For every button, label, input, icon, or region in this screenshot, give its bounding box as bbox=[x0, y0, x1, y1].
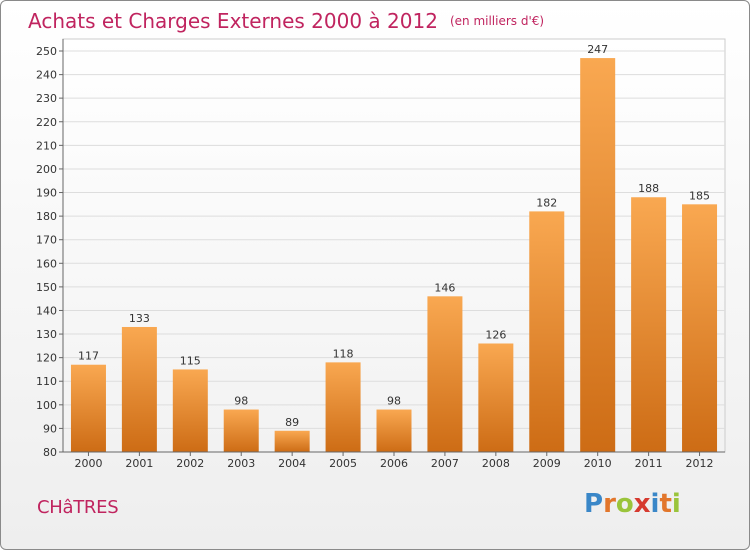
bar bbox=[172, 369, 208, 452]
data-label: 117 bbox=[78, 350, 99, 363]
y-tick-label: 230 bbox=[36, 92, 57, 105]
x-tick-label: 2003 bbox=[227, 457, 255, 470]
logo-letter: i bbox=[671, 489, 681, 519]
x-tick-label: 2012 bbox=[686, 457, 714, 470]
data-label: 126 bbox=[485, 328, 506, 341]
logo-letter: P bbox=[584, 489, 604, 519]
data-label: 118 bbox=[333, 347, 354, 360]
y-tick-label: 80 bbox=[43, 446, 57, 459]
chart-title: Achats et Charges Externes 2000 à 2012 (e… bbox=[28, 9, 544, 33]
bar bbox=[376, 409, 412, 452]
y-tick-label: 140 bbox=[36, 304, 57, 317]
y-tick-label: 160 bbox=[36, 257, 57, 270]
plot-area bbox=[62, 38, 726, 453]
data-label: 182 bbox=[536, 196, 557, 209]
bar bbox=[478, 343, 514, 452]
x-tick-label: 2005 bbox=[329, 457, 357, 470]
bar bbox=[580, 58, 616, 452]
bar bbox=[427, 296, 463, 452]
y-tick-label: 150 bbox=[36, 281, 57, 294]
data-label: 188 bbox=[638, 182, 659, 195]
logo-letter: r bbox=[603, 489, 616, 519]
y-tick-label: 240 bbox=[36, 69, 57, 82]
bar bbox=[682, 204, 718, 452]
x-tick-label: 2011 bbox=[635, 457, 663, 470]
y-tick-label: 180 bbox=[36, 210, 57, 223]
bar bbox=[70, 364, 106, 452]
y-tick-label: 130 bbox=[36, 328, 57, 341]
data-label: 98 bbox=[234, 395, 248, 408]
y-tick-label: 110 bbox=[36, 375, 57, 388]
bar bbox=[631, 197, 667, 452]
data-label: 98 bbox=[387, 395, 401, 408]
y-tick-label: 90 bbox=[43, 422, 57, 435]
logo-letter: i bbox=[650, 489, 660, 519]
x-tick-label: 2006 bbox=[380, 457, 408, 470]
data-label: 115 bbox=[180, 354, 201, 367]
logo-letter: t bbox=[659, 489, 672, 519]
y-tick-label: 190 bbox=[36, 187, 57, 200]
x-tick-label: 2010 bbox=[584, 457, 612, 470]
x-tick-label: 2001 bbox=[125, 457, 153, 470]
x-tick-label: 2000 bbox=[74, 457, 102, 470]
data-label: 185 bbox=[689, 189, 710, 202]
y-tick-label: 100 bbox=[36, 399, 57, 412]
data-label: 133 bbox=[129, 312, 150, 325]
y-tick-label: 170 bbox=[36, 234, 57, 247]
bar bbox=[274, 430, 310, 452]
place-name: CHâTRES bbox=[37, 497, 119, 518]
bar bbox=[529, 211, 565, 452]
y-tick-label: 220 bbox=[36, 116, 57, 129]
logo-letter: x bbox=[633, 489, 651, 519]
bar bbox=[325, 362, 361, 452]
proxiti-logo: Proxiti bbox=[584, 489, 681, 519]
y-tick-label: 210 bbox=[36, 139, 57, 152]
x-tick-label: 2002 bbox=[176, 457, 204, 470]
y-tick-label: 250 bbox=[36, 45, 57, 58]
y-tick-label: 200 bbox=[36, 163, 57, 176]
bar bbox=[121, 326, 157, 452]
data-label: 247 bbox=[587, 43, 608, 56]
logo-letter: o bbox=[615, 489, 634, 519]
x-tick-label: 2009 bbox=[533, 457, 561, 470]
data-label: 89 bbox=[285, 416, 299, 429]
bar bbox=[223, 409, 259, 452]
x-tick-label: 2007 bbox=[431, 457, 459, 470]
chart-unit: (en milliers d'€) bbox=[449, 14, 545, 28]
x-tick-label: 2008 bbox=[482, 457, 510, 470]
data-label: 146 bbox=[434, 281, 455, 294]
chart-title-text: Achats et Charges Externes 2000 à 2012 bbox=[28, 9, 438, 33]
y-tick-label: 120 bbox=[36, 352, 57, 365]
x-tick-label: 2004 bbox=[278, 457, 306, 470]
